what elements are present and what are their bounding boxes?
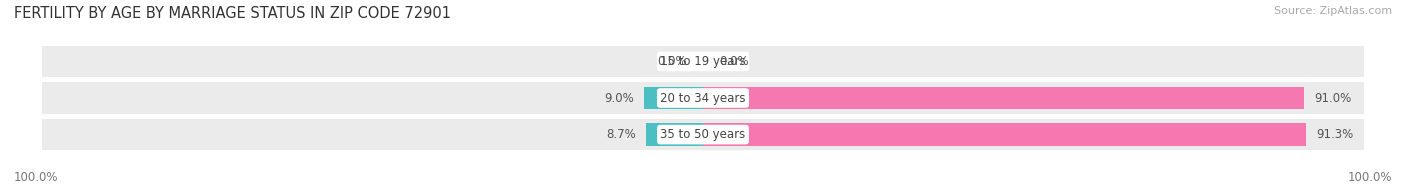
Text: 91.0%: 91.0% (1315, 92, 1351, 104)
Text: FERTILITY BY AGE BY MARRIAGE STATUS IN ZIP CODE 72901: FERTILITY BY AGE BY MARRIAGE STATUS IN Z… (14, 6, 451, 21)
Text: 15 to 19 years: 15 to 19 years (661, 55, 745, 68)
Text: 100.0%: 100.0% (1347, 171, 1392, 184)
Bar (42, 46, 1364, 77)
Text: 0.0%: 0.0% (657, 55, 686, 68)
Text: 20 to 34 years: 20 to 34 years (661, 92, 745, 104)
Bar (644, 87, 703, 109)
Text: 35 to 50 years: 35 to 50 years (661, 128, 745, 141)
Text: 8.7%: 8.7% (606, 128, 636, 141)
Text: 9.0%: 9.0% (603, 92, 634, 104)
Bar (703, 123, 1306, 146)
Text: 91.3%: 91.3% (1316, 128, 1354, 141)
Text: Source: ZipAtlas.com: Source: ZipAtlas.com (1274, 6, 1392, 16)
Bar (645, 123, 703, 146)
Text: 100.0%: 100.0% (14, 171, 59, 184)
Bar (42, 119, 1364, 150)
Text: 0.0%: 0.0% (720, 55, 749, 68)
Bar (42, 83, 1364, 113)
Bar (703, 87, 1305, 109)
